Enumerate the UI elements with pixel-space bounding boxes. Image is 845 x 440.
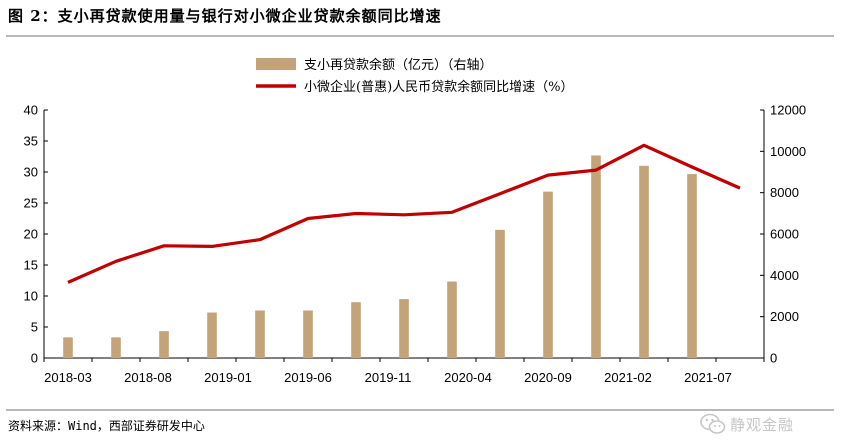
left-tick-label: 25 [24,196,38,211]
title-divider [6,35,834,37]
bar [639,165,649,358]
left-tick-label: 5 [31,320,38,335]
watermark-text: 静观金融 [730,415,795,434]
left-tick-label: 0 [31,351,38,366]
source-note: 资料来源：Wind，西部证券研发中心 [8,419,205,433]
bar [351,302,361,358]
right-tick-label: 10000 [770,144,806,159]
bar [207,312,217,358]
bar [687,174,697,358]
x-tick-label: 2019-11 [365,370,412,385]
left-tick-label: 10 [24,289,38,304]
x-tick-label: 2020-04 [444,370,492,385]
left-tick-label: 35 [24,134,38,149]
right-tick-label: 2000 [770,309,799,324]
bar [303,310,313,358]
line-series [67,143,741,284]
right-tick-label: 8000 [770,185,799,200]
bar [111,337,121,358]
legend-line-label: 小微企业(普惠)人民币贷款余额同比增速（%） [304,79,574,95]
x-tick-label: 2021-07 [684,370,732,385]
bar [543,191,553,358]
bar [591,155,601,358]
x-tick-label: 2021-02 [604,370,652,385]
bar [495,229,505,358]
footer-divider [6,409,834,411]
right-tick-label: 12000 [770,103,806,118]
watermark: 静观金融 [700,410,794,438]
x-tick-label: 2018-03 [44,370,92,385]
bar [447,281,457,358]
wechat-icon [700,413,726,434]
left-tick-label: 20 [24,227,38,242]
bar [255,310,265,358]
x-tick-label: 2018-08 [124,370,172,385]
right-tick-label: 4000 [770,268,799,283]
bar [159,331,169,358]
left-tick-label: 15 [24,258,38,273]
x-tick-label: 2019-01 [204,370,252,385]
x-tick-label: 2020-09 [524,370,572,385]
left-tick-label: 40 [24,103,38,118]
legend-bar-swatch [256,58,296,70]
right-tick-label: 6000 [770,227,799,242]
x-tick-label: 2019-06 [284,370,332,385]
bar [399,299,409,358]
bar [63,337,73,358]
figure-title: 图 2：支小再贷款使用量与银行对小微企业贷款余额同比增速 [8,7,442,25]
right-tick-label: 0 [770,351,777,366]
legend-bar-label: 支小再贷款余额（亿元）（右轴） [304,57,493,73]
left-tick-label: 30 [24,165,38,180]
